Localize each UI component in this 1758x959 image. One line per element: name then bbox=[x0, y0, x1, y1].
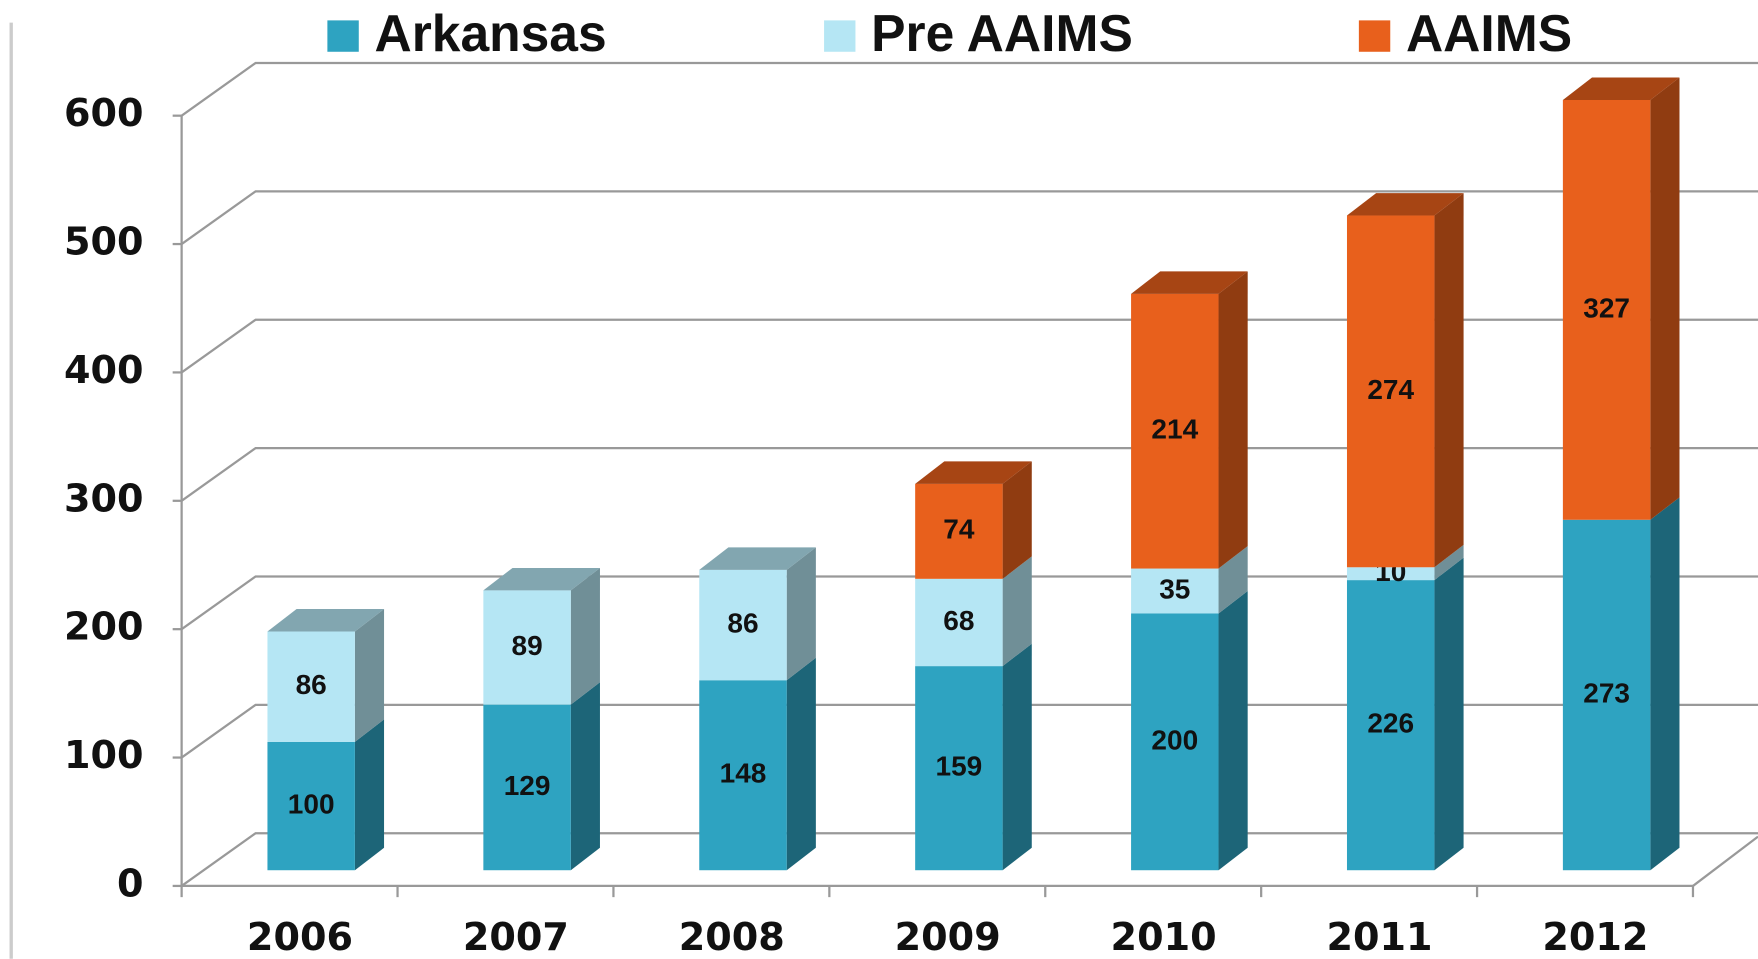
x-tick-label: 2009 bbox=[895, 915, 1001, 959]
bar-top bbox=[1562, 77, 1680, 100]
bar-side bbox=[354, 609, 385, 742]
y-tick-label: 300 bbox=[64, 476, 144, 520]
value-label: 226 bbox=[1367, 708, 1414, 739]
bar bbox=[699, 680, 787, 871]
bar bbox=[1346, 580, 1435, 871]
legend-swatch bbox=[327, 20, 359, 52]
bar-side bbox=[1434, 544, 1464, 581]
bar-side bbox=[570, 567, 600, 705]
value-label: 68 bbox=[943, 605, 974, 636]
bar bbox=[267, 631, 355, 742]
y-tick-label: 200 bbox=[64, 605, 144, 649]
bar-side bbox=[1002, 643, 1032, 871]
value-label: 100 bbox=[288, 788, 335, 819]
bar-side bbox=[570, 682, 600, 871]
value-label: 89 bbox=[511, 630, 542, 661]
y-tick-label: 400 bbox=[64, 348, 144, 392]
grid-line bbox=[180, 61, 1758, 117]
bar-side bbox=[1218, 271, 1248, 569]
bar bbox=[915, 666, 1003, 871]
legend-swatch bbox=[1358, 20, 1391, 52]
bar bbox=[1562, 519, 1651, 871]
bar bbox=[1131, 613, 1219, 871]
value-label: 35 bbox=[1159, 573, 1190, 604]
grid-line bbox=[180, 703, 1758, 759]
grid-line bbox=[180, 318, 1758, 374]
value-label: 159 bbox=[936, 751, 983, 782]
bar-side bbox=[354, 719, 385, 871]
value-label: 200 bbox=[1151, 724, 1198, 755]
bar bbox=[699, 569, 787, 681]
value-label: 274 bbox=[1367, 374, 1414, 405]
bar bbox=[1562, 99, 1651, 520]
floor-edge bbox=[1692, 835, 1758, 887]
bar-side bbox=[1002, 461, 1032, 579]
y-tick-label: 600 bbox=[64, 91, 144, 135]
value-label: 86 bbox=[727, 607, 758, 638]
value-label: 74 bbox=[943, 514, 975, 545]
bar-top bbox=[267, 609, 385, 632]
x-tick-label: 2010 bbox=[1111, 915, 1217, 959]
bar bbox=[915, 578, 1003, 667]
grid-line bbox=[180, 446, 1758, 502]
grid-line bbox=[180, 190, 1758, 245]
bar-side bbox=[1218, 591, 1248, 871]
bar bbox=[267, 741, 355, 871]
bar-side bbox=[1650, 497, 1680, 871]
bar bbox=[483, 704, 571, 871]
value-label: 148 bbox=[720, 758, 767, 789]
bar-side bbox=[1434, 557, 1464, 871]
legend-label: Pre AAIMS bbox=[871, 4, 1133, 62]
bar bbox=[483, 590, 571, 705]
x-tick-label: 2006 bbox=[247, 915, 353, 959]
bar-side bbox=[1434, 193, 1464, 568]
grid-line bbox=[180, 832, 1758, 887]
bar-side bbox=[1002, 556, 1032, 667]
bar-top bbox=[1131, 271, 1248, 294]
legend-label: AAIMS bbox=[1406, 4, 1572, 62]
legend-swatch bbox=[824, 20, 856, 52]
bar bbox=[1131, 293, 1219, 569]
value-label: 214 bbox=[1151, 414, 1198, 445]
x-tick-label: 2008 bbox=[679, 915, 785, 959]
bar-side bbox=[786, 657, 816, 871]
grid-line bbox=[180, 575, 1758, 631]
value-label: 327 bbox=[1583, 292, 1630, 323]
x-tick-label: 2012 bbox=[1542, 915, 1648, 959]
value-label: 86 bbox=[296, 669, 327, 700]
bar-side bbox=[786, 547, 816, 681]
y-tick-label: 0 bbox=[117, 861, 144, 905]
value-label: 129 bbox=[504, 770, 551, 801]
y-tick-label: 500 bbox=[64, 220, 144, 264]
bar-top bbox=[699, 547, 816, 570]
x-tick-label: 2007 bbox=[463, 915, 569, 959]
bar bbox=[1346, 215, 1435, 568]
legend-label: Arkansas bbox=[374, 4, 606, 62]
value-label: 273 bbox=[1583, 677, 1630, 708]
bar-side bbox=[1218, 546, 1248, 614]
bar-top bbox=[483, 567, 600, 591]
bar bbox=[1131, 568, 1219, 614]
bar bbox=[1346, 567, 1435, 581]
bar-side bbox=[1650, 77, 1680, 520]
bar-top bbox=[915, 461, 1032, 484]
y-tick-label: 100 bbox=[64, 733, 144, 777]
bar-top bbox=[1346, 193, 1464, 216]
bar bbox=[915, 483, 1003, 579]
x-tick-label: 2011 bbox=[1326, 915, 1432, 959]
